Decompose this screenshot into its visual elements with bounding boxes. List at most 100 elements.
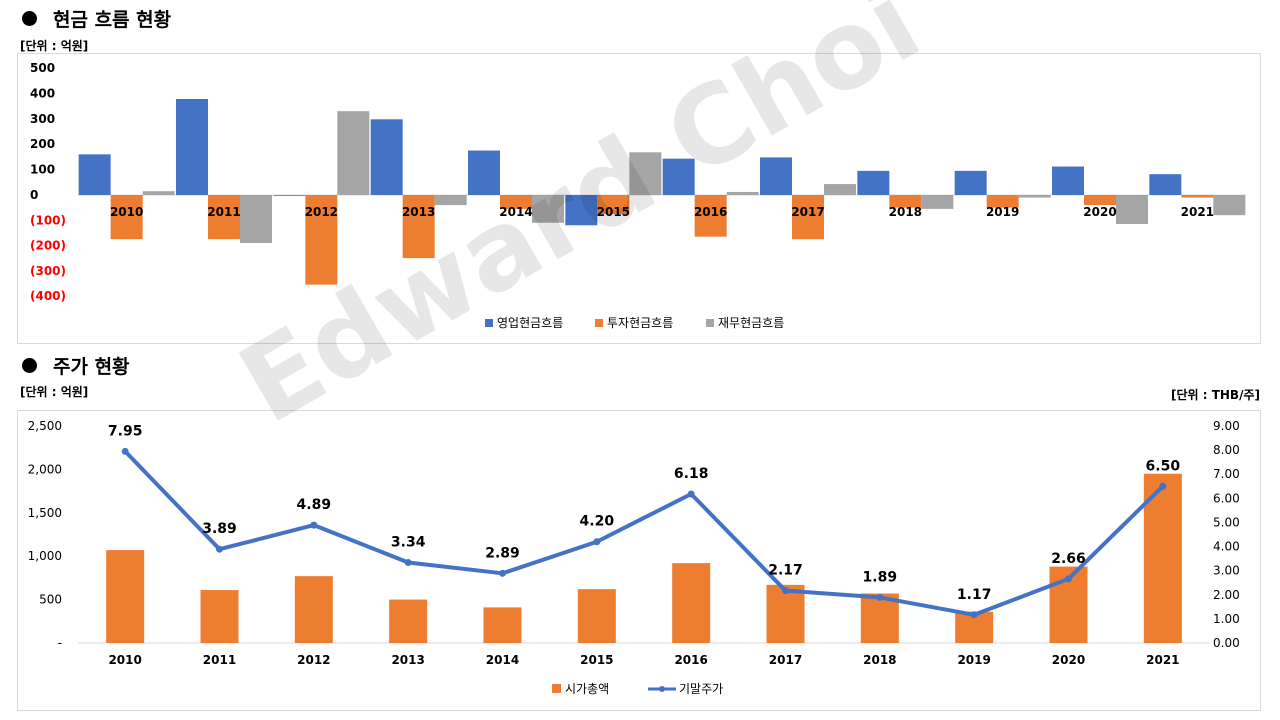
legend-marker xyxy=(659,686,665,692)
y-tick-label: (100) xyxy=(30,213,66,227)
y-right-tick-label: 0.00 xyxy=(1213,636,1240,650)
bar-financing xyxy=(726,191,759,195)
market-cap-bar xyxy=(200,590,239,643)
y-tick-label: (400) xyxy=(30,289,66,303)
bar-investing xyxy=(208,195,240,240)
share-price-data-label: 3.34 xyxy=(391,534,426,550)
bar-investing xyxy=(1084,195,1116,206)
share-price-point xyxy=(499,569,506,577)
bar-operating xyxy=(565,195,598,226)
bar-investing xyxy=(1181,195,1214,198)
x-tick-label: 2017 xyxy=(791,205,824,219)
x-tick-label: 2014 xyxy=(499,205,532,219)
market-cap-bar xyxy=(294,576,333,643)
share-price-point xyxy=(216,545,223,553)
market-cap-bar xyxy=(1143,473,1182,643)
x-tick-label: 2020 xyxy=(1052,653,1085,667)
y-left-tick-label: 2,000 xyxy=(28,462,62,476)
y-right-tick-label: 1.00 xyxy=(1213,612,1240,626)
bar-operating xyxy=(954,170,987,195)
y-tick-label: 300 xyxy=(30,112,55,126)
bar-operating xyxy=(760,157,792,195)
section2-title: 주가 현황 xyxy=(22,352,130,379)
share-price-data-label: 2.89 xyxy=(485,545,520,561)
bar-investing xyxy=(500,195,532,209)
share-price-data-label: 6.18 xyxy=(674,466,709,482)
y-right-tick-label: 3.00 xyxy=(1213,564,1240,578)
bar-operating xyxy=(662,158,695,195)
x-tick-label: 2013 xyxy=(402,205,435,219)
y-tick-label: (200) xyxy=(30,239,66,253)
legend-label: 재무현금흐름 xyxy=(718,316,784,330)
y-tick-label: 0 xyxy=(30,188,38,202)
cashflow-chart-panel: 500 400 300 200 100 0 (100) (200) (300) (400) 2010… xyxy=(17,53,1261,344)
stock-chart: 2,500 2,000 1,500 1,000 500 - 9.00 8.00 7.00 6.00… xyxy=(28,419,1240,696)
bar-operating xyxy=(1052,166,1084,195)
bar-investing xyxy=(402,195,435,259)
x-tick-label: 2011 xyxy=(203,653,236,667)
bar-operating xyxy=(273,195,306,196)
y-tick-label: 100 xyxy=(30,163,55,177)
bar-investing xyxy=(597,195,630,214)
share-price-point xyxy=(970,611,978,619)
bar-financing xyxy=(921,195,954,209)
share-price-point xyxy=(121,447,129,455)
x-tick-label: 2018 xyxy=(863,653,896,667)
x-tick-label: 2015 xyxy=(597,205,630,219)
market-cap-bar xyxy=(577,589,616,643)
bullet-icon xyxy=(22,11,37,26)
legend-swatch xyxy=(485,319,493,327)
bar-financing xyxy=(142,191,175,195)
share-price-point xyxy=(1159,482,1167,490)
bar-investing xyxy=(889,195,922,208)
bar-financing xyxy=(824,184,856,195)
x-tick-label: 2010 xyxy=(110,205,143,219)
share-price-data-label: 2.17 xyxy=(768,563,803,579)
share-price-point xyxy=(593,538,601,546)
x-tick-label: 2012 xyxy=(297,653,330,667)
x-tick-label: 2016 xyxy=(674,653,707,667)
share-price-point xyxy=(876,593,884,601)
x-tick-label: 2019 xyxy=(986,205,1019,219)
bar-operating xyxy=(176,98,208,195)
share-price-data-label: 6.50 xyxy=(1146,458,1181,474)
bar-operating xyxy=(1149,174,1182,195)
share-price-data-label: 2.66 xyxy=(1051,551,1086,567)
y-tick-label: 500 xyxy=(30,61,55,75)
bar-operating xyxy=(370,119,403,195)
bar-investing xyxy=(305,195,338,285)
bar-operating xyxy=(78,154,111,195)
x-tick-label: 2015 xyxy=(580,653,613,667)
share-price-point xyxy=(404,558,412,566)
legend-swatch xyxy=(552,684,561,693)
share-price-data-label: 1.17 xyxy=(957,587,992,603)
legend-label: 영업현금흐름 xyxy=(497,316,563,330)
y-left-tick-label: 1,500 xyxy=(28,506,62,520)
bar-financing xyxy=(629,152,662,195)
share-price-data-label: 4.20 xyxy=(580,514,615,530)
x-tick-label: 2017 xyxy=(769,653,802,667)
bar-financing xyxy=(1116,195,1148,225)
x-tick-label: 2011 xyxy=(207,205,240,219)
bullet-icon xyxy=(22,358,37,373)
bar-financing xyxy=(1018,195,1051,198)
x-tick-label: 2013 xyxy=(391,653,424,667)
legend-swatch xyxy=(706,319,714,327)
bar-financing xyxy=(434,195,467,206)
market-cap-bar xyxy=(483,607,522,643)
x-tick-label: 2020 xyxy=(1083,205,1116,219)
stock-unit-right-label: [단위 : THB/주] xyxy=(1170,388,1260,402)
y-tick-label: 400 xyxy=(30,86,55,100)
x-tick-label: 2021 xyxy=(1146,653,1179,667)
bar-investing xyxy=(792,195,824,240)
x-tick-label: 2016 xyxy=(694,205,727,219)
bar-investing xyxy=(694,195,727,237)
y-right-tick-label: 9.00 xyxy=(1213,419,1240,433)
bar-operating xyxy=(857,170,890,195)
section1-title: 현금 흐름 현황 xyxy=(22,5,171,32)
market-cap-bar xyxy=(672,563,711,643)
share-price-data-label: 3.89 xyxy=(202,521,237,537)
x-tick-label: 2019 xyxy=(957,653,990,667)
cashflow-unit-label: [단위 : 억원] xyxy=(20,39,89,53)
share-price-point xyxy=(782,587,789,595)
